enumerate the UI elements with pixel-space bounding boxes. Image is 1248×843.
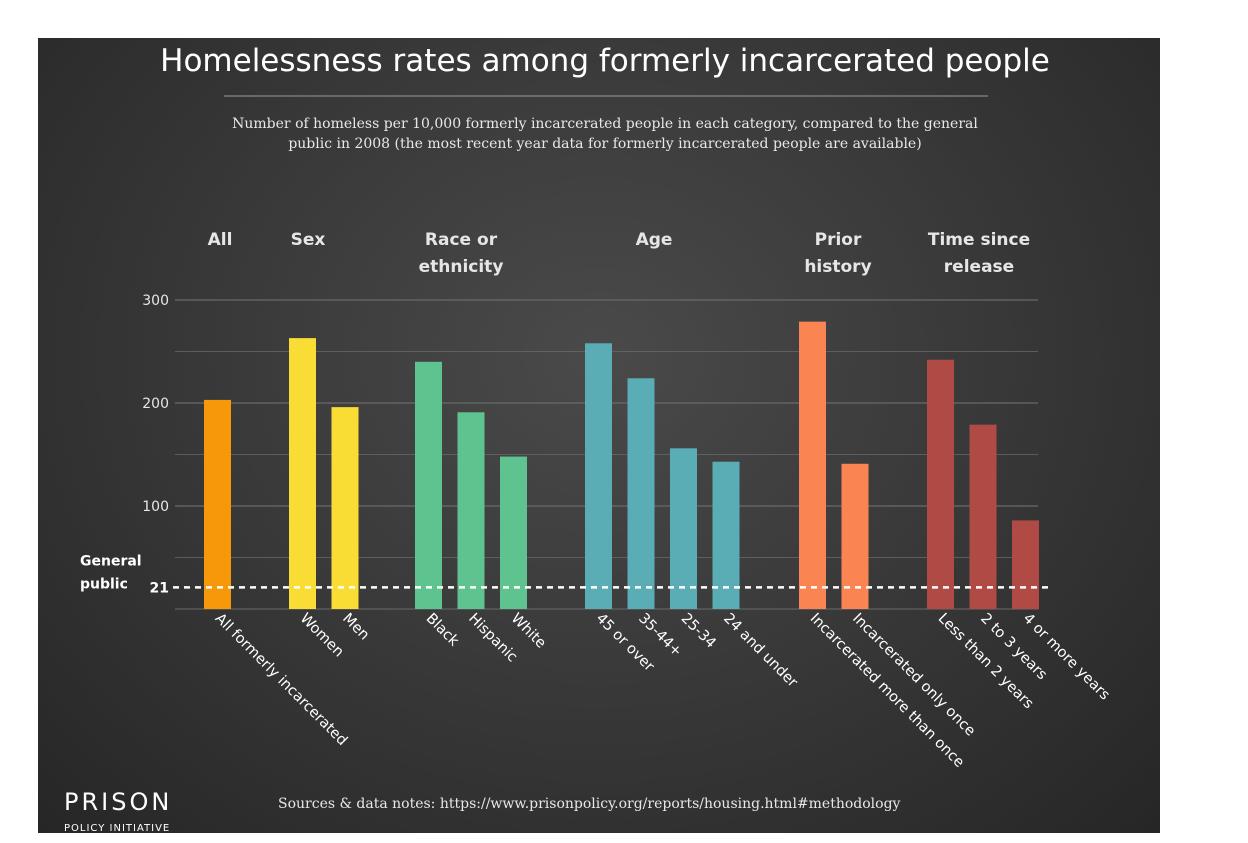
bar <box>289 338 316 609</box>
bar <box>1012 520 1039 609</box>
chart-panel: Homelessness rates among formerly incarc… <box>38 38 1160 833</box>
category-label: White <box>508 611 549 652</box>
chart-title: Homelessness rates among formerly incarc… <box>160 43 1050 79</box>
y-tick-label: 200 <box>142 396 169 412</box>
group-header: Sex <box>291 230 326 250</box>
category-label: 24 and under <box>720 611 800 691</box>
chart-subtitle-line-1: Number of homeless per 10,000 formerly i… <box>232 116 978 132</box>
category-label: Black <box>423 611 462 650</box>
bar <box>841 463 869 609</box>
bar <box>415 361 442 609</box>
bar <box>585 343 612 609</box>
y-tick-label: 300 <box>142 293 169 309</box>
bar <box>627 378 655 609</box>
bar <box>799 321 826 609</box>
bar <box>204 399 231 609</box>
reference-tick-label: 21 <box>150 580 169 596</box>
chart-subtitle-line-2: public in 2008 (the most recent year dat… <box>288 136 921 152</box>
group-header: Age <box>636 230 673 250</box>
group-header: release <box>944 257 1014 277</box>
group-header: All <box>208 230 233 250</box>
category-label: Incarcerated more than once <box>807 611 967 771</box>
category-label: Women <box>297 611 347 661</box>
source-note: Sources & data notes: https://www.prison… <box>278 796 901 812</box>
category-label: Men <box>339 611 372 644</box>
group-header: history <box>804 257 871 277</box>
bar <box>927 359 954 609</box>
category-label: 25-34 <box>678 611 719 652</box>
prison-policy-logo: PRISON POLICY INITIATIVE <box>64 788 172 833</box>
bar-layer <box>173 321 1048 609</box>
general-public-label: General <box>80 553 142 569</box>
group-header: ethnicity <box>419 257 504 277</box>
logo-sub-text: POLICY INITIATIVE <box>64 823 170 833</box>
general-public-label: public <box>80 576 128 592</box>
group-header: Prior <box>815 230 862 250</box>
bar <box>712 461 740 609</box>
bar <box>500 456 527 609</box>
bar <box>457 412 485 609</box>
bar <box>670 448 697 609</box>
group-header: Race or <box>425 230 498 250</box>
y-tick-label: 100 <box>142 499 169 515</box>
logo-main-text: PRISON <box>64 788 172 816</box>
bar <box>969 424 997 609</box>
chart-canvas: Homelessness rates among formerly incarc… <box>64 43 1113 833</box>
group-header: Time since <box>928 230 1030 250</box>
bar <box>331 407 359 609</box>
